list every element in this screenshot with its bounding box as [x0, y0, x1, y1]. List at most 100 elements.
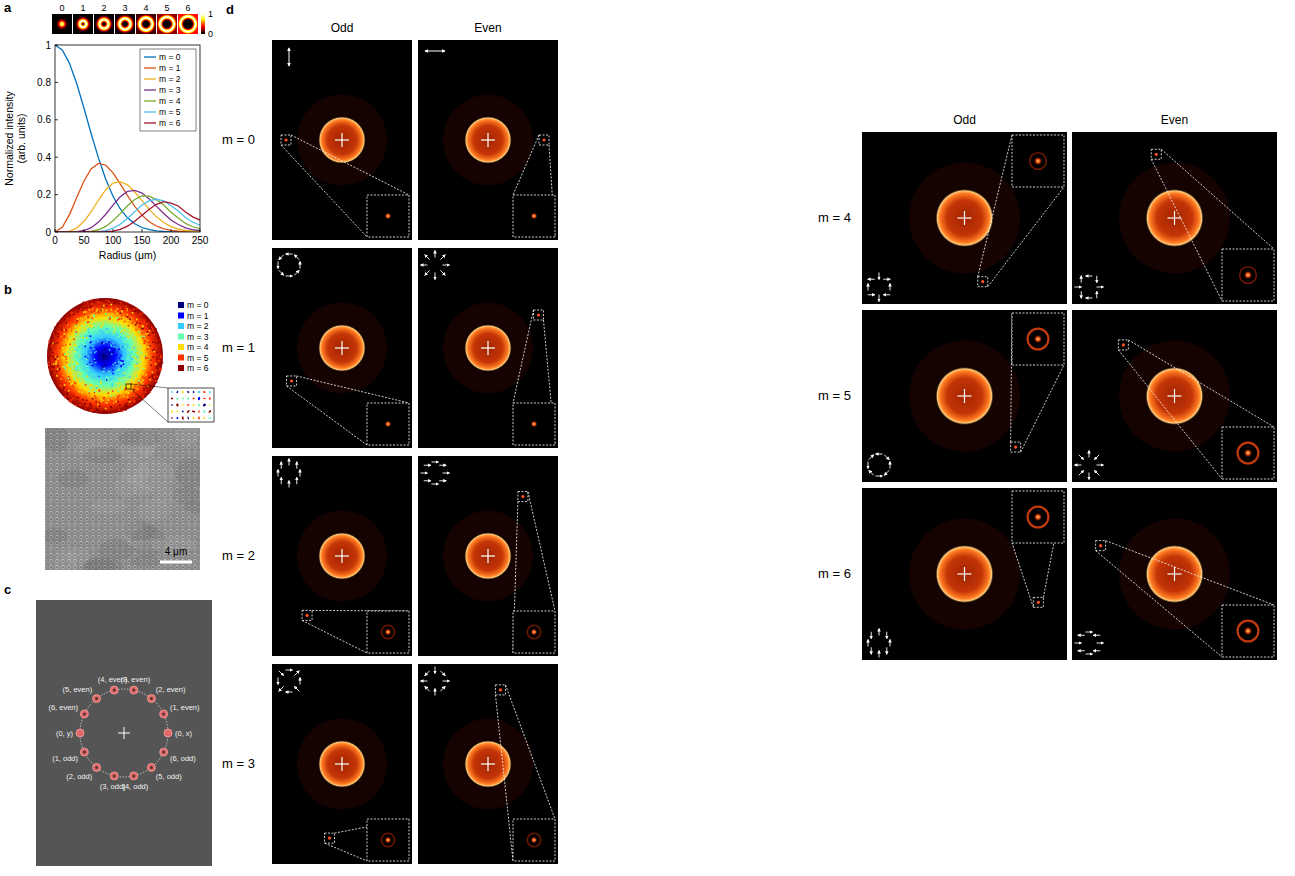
meta-atom [124, 373, 126, 375]
meta-atom [73, 374, 75, 376]
meta-atom [119, 395, 121, 397]
zoom-line [528, 492, 555, 611]
polarization-arrow [435, 689, 436, 696]
meta-atom [73, 395, 75, 397]
meta-atom [156, 359, 158, 361]
meta-atom [121, 349, 123, 351]
meta-atom [127, 356, 129, 358]
meta-atom [127, 320, 129, 322]
inset-spot [1243, 448, 1252, 457]
meta-atom [145, 391, 147, 393]
meta-atom [72, 321, 74, 323]
meta-atom [94, 373, 96, 375]
polarization-arrow [294, 270, 299, 275]
meta-atom [83, 407, 85, 409]
meta-atom [138, 382, 140, 384]
glow-halo [443, 303, 533, 393]
meta-atom [67, 356, 69, 358]
meta-atom [119, 378, 121, 380]
meta-atom [112, 383, 114, 385]
meta-atom [137, 373, 139, 375]
meta-atom [93, 342, 95, 344]
meta-atom [50, 357, 52, 359]
meta-atom [73, 321, 75, 323]
meta-atom [75, 378, 77, 380]
meta-atom [123, 383, 125, 385]
meta-atom [68, 400, 70, 402]
meta-atom [110, 378, 112, 380]
meta-atom [124, 359, 126, 361]
meta-atom [71, 390, 73, 392]
inset-spot [530, 212, 538, 220]
meta-atom [134, 401, 136, 403]
meta-atom [74, 366, 76, 368]
mode-thumbnail [94, 14, 114, 34]
meta-atom [66, 341, 68, 343]
meta-atom [95, 347, 97, 349]
meta-atom [103, 324, 105, 326]
legend-swatch [178, 355, 184, 361]
meta-atom [140, 361, 142, 363]
meta-atom [63, 333, 65, 335]
meta-atom [59, 348, 61, 350]
zoom-inset [1012, 313, 1064, 365]
glow-halo [297, 719, 387, 809]
meta-atom [124, 396, 126, 398]
meta-atom [72, 381, 74, 383]
meta-atom [54, 374, 56, 376]
meta-atom [114, 390, 116, 392]
polarization-arrow [435, 667, 436, 674]
legend-swatch [144, 122, 156, 123]
meta-atom [107, 331, 109, 333]
sem-image [45, 428, 200, 570]
inset-ring [381, 625, 394, 638]
meta-atom [104, 321, 106, 323]
meta-atom [108, 377, 110, 379]
sem-shade [175, 428, 200, 446]
zoom-line [988, 187, 1064, 287]
meta-atom [145, 387, 147, 389]
meta-atom [100, 372, 102, 374]
meta-atom [51, 363, 53, 365]
meta-atom [90, 325, 92, 327]
meta-atom [158, 339, 160, 341]
meta-atom [125, 307, 127, 309]
meta-atom [128, 392, 130, 394]
meta-atom [117, 308, 119, 310]
meta-atom [119, 404, 121, 406]
meta-atom [120, 329, 122, 331]
meta-atom-zoom [171, 391, 173, 393]
glow-halo [1119, 340, 1230, 451]
legend-swatch [144, 111, 156, 112]
meta-atom-zoom [181, 404, 184, 406]
meta-atom [120, 362, 122, 364]
polarization-arrow [421, 681, 428, 682]
polarization-arrow [439, 480, 446, 481]
meta-atom [148, 393, 150, 395]
far-field-image [1072, 310, 1277, 482]
meta-atom [103, 355, 105, 357]
meta-atom [155, 363, 157, 365]
meta-atom [77, 400, 79, 402]
meta-atom [70, 402, 72, 404]
meta-atom [145, 333, 147, 335]
spot-circle [80, 689, 168, 777]
meta-atom [125, 404, 127, 406]
meta-atom [119, 386, 121, 388]
meta-atom [140, 336, 142, 338]
meta-atom [112, 364, 114, 366]
meta-atom [110, 373, 112, 375]
meta-atom [139, 397, 141, 399]
meta-atom [51, 350, 53, 352]
meta-atom-zoom [208, 417, 211, 419]
meta-atom [104, 359, 106, 361]
spot-label: (4, odd) [122, 782, 148, 791]
polarization-arrow [1075, 287, 1082, 288]
meta-atom [97, 301, 99, 303]
meta-atom [130, 346, 132, 348]
meta-atom [126, 309, 128, 311]
meta-atom [125, 409, 127, 411]
meta-atom [76, 373, 78, 375]
meta-atom [128, 325, 130, 327]
glow-halo [1119, 518, 1230, 629]
